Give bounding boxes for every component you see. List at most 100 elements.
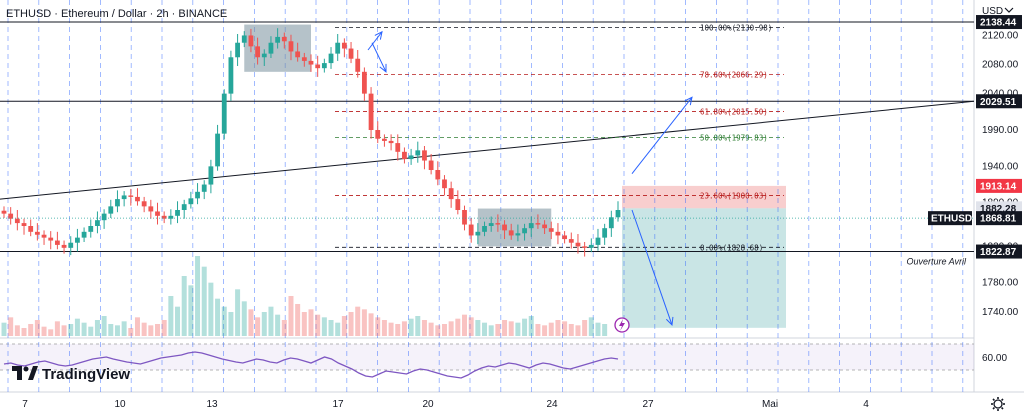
candle-body bbox=[528, 223, 534, 229]
price-tick-label: 1990.00 bbox=[982, 125, 1019, 136]
bolt-icon[interactable] bbox=[614, 317, 630, 333]
volume-bar bbox=[408, 318, 414, 336]
candle-body bbox=[608, 217, 614, 229]
volume-bar bbox=[388, 322, 394, 336]
volume-bar bbox=[201, 266, 207, 336]
price-tick-label: 2080.00 bbox=[982, 60, 1019, 71]
candle-body bbox=[34, 231, 40, 235]
candle-body bbox=[348, 48, 354, 59]
candle-body bbox=[108, 206, 114, 214]
volume-bar bbox=[568, 324, 574, 336]
symbol-title[interactable]: ETHUSD · Ethereum / Dollar · 2h · BINANC… bbox=[6, 8, 227, 20]
candle-body bbox=[75, 237, 80, 243]
candle-body bbox=[228, 57, 234, 94]
candle-body bbox=[495, 223, 501, 225]
volume-bar bbox=[8, 317, 14, 336]
candle-body bbox=[468, 224, 474, 236]
fib-level-label: 50.00%(1979.83) bbox=[700, 133, 768, 142]
candle-body bbox=[101, 213, 107, 221]
price-tick-label: 2120.00 bbox=[982, 30, 1019, 41]
candle-body bbox=[582, 246, 588, 248]
volume-bar bbox=[542, 325, 548, 336]
volume-bar bbox=[595, 322, 601, 336]
currency-button[interactable]: USD bbox=[982, 6, 1014, 17]
candle-body bbox=[408, 155, 414, 160]
rsi-polyline bbox=[3, 351, 619, 379]
tradingview-logo[interactable]: TradingView bbox=[12, 366, 130, 383]
volume-bar bbox=[68, 324, 74, 336]
candle-body bbox=[161, 215, 167, 219]
candle-body bbox=[41, 234, 47, 238]
candle-body bbox=[121, 195, 127, 200]
volume-bar bbox=[375, 317, 381, 336]
candle-body bbox=[355, 58, 361, 72]
trendline bbox=[0, 100, 975, 200]
candle-body bbox=[321, 63, 327, 69]
target-zone bbox=[622, 208, 786, 328]
candle-body bbox=[28, 226, 34, 232]
candle-body bbox=[382, 138, 387, 141]
fib-level-label: 100.00%(2130.98) bbox=[700, 23, 772, 32]
candle-body bbox=[462, 210, 467, 225]
volume-bar bbox=[368, 313, 374, 336]
volume-bar bbox=[128, 328, 134, 336]
candle-body bbox=[301, 57, 307, 61]
candle-body bbox=[261, 53, 267, 58]
candle-body bbox=[575, 242, 581, 247]
target-arrow-down-head bbox=[665, 316, 674, 326]
time-tick-label: 13 bbox=[206, 399, 218, 410]
volume-bar bbox=[288, 296, 294, 336]
candle-body bbox=[448, 188, 454, 200]
volume-bar bbox=[161, 320, 167, 336]
swing-arrow-down-head bbox=[379, 63, 387, 73]
volume-bar bbox=[34, 320, 40, 336]
price-badge bbox=[976, 211, 1022, 226]
volume-bar bbox=[54, 321, 60, 336]
volume-bar bbox=[528, 316, 534, 336]
candle-body bbox=[555, 231, 561, 236]
candle-body bbox=[341, 42, 347, 49]
volume-bar bbox=[508, 321, 514, 336]
candle-body bbox=[14, 218, 20, 224]
candle-body bbox=[435, 170, 441, 180]
price-badge bbox=[976, 244, 1022, 259]
volume-bar bbox=[14, 325, 20, 336]
stop-zone bbox=[622, 185, 786, 209]
candle-body bbox=[195, 191, 200, 199]
fibonacci-retracement: 100.00%(2130.98) 78.60%(2066.29) 61.80%(20… bbox=[335, 23, 784, 252]
candle-body bbox=[442, 179, 447, 189]
volume-bar bbox=[475, 320, 481, 336]
volume-bar bbox=[335, 322, 341, 336]
target-arrow-down bbox=[631, 209, 673, 326]
time-tick-label: 17 bbox=[332, 399, 344, 410]
volume-bar bbox=[495, 324, 501, 336]
volume-bar bbox=[355, 306, 361, 336]
candle-body bbox=[535, 223, 541, 225]
candle-body bbox=[288, 41, 294, 52]
candle-body bbox=[221, 93, 227, 134]
candle-body bbox=[562, 235, 568, 240]
time-axis[interactable]: 7 10 13 17 20 24 27 Mai 4 bbox=[22, 399, 869, 410]
candle-body bbox=[248, 35, 254, 47]
candle-body bbox=[235, 42, 240, 58]
candle-body bbox=[1, 210, 7, 214]
volume-bar bbox=[108, 324, 114, 336]
price-badges: 2138.44 2029.51 1913.14 1882.28 ETHUSD 1868.8… bbox=[928, 15, 1022, 259]
candle-body bbox=[208, 166, 214, 185]
volume-bar bbox=[255, 317, 261, 336]
candle-body bbox=[415, 150, 421, 156]
candle-body bbox=[141, 201, 147, 207]
candle-body bbox=[148, 206, 154, 212]
time-tick-label: 24 bbox=[546, 399, 558, 410]
time-tick-label: 10 bbox=[114, 399, 126, 410]
candle-body bbox=[188, 198, 194, 205]
candle-body bbox=[428, 160, 434, 170]
volume-bar bbox=[61, 325, 67, 336]
volume-bar bbox=[401, 321, 407, 336]
gear-icon[interactable] bbox=[991, 397, 1005, 411]
volume-bar bbox=[168, 296, 174, 336]
swing-arrow-up bbox=[367, 31, 383, 51]
symbol-badge-label: ETHUSD bbox=[931, 214, 972, 225]
